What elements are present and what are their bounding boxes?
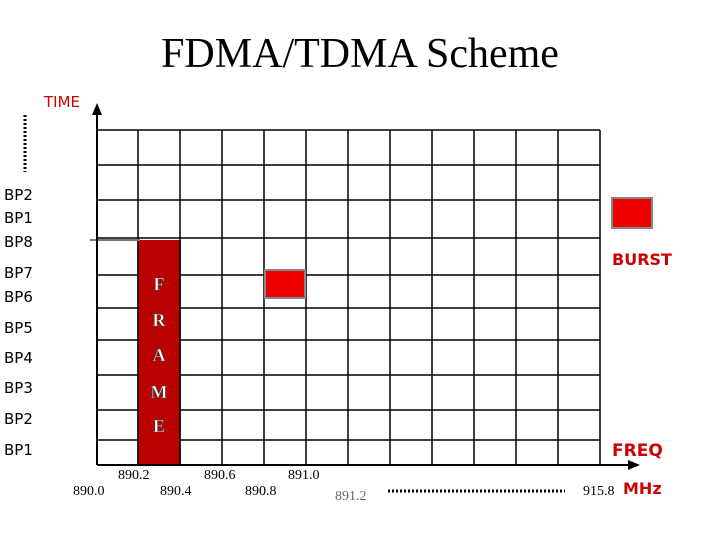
bp-label: BP6 — [4, 288, 33, 306]
bp-label: BP3 — [4, 379, 33, 397]
time-axis-label: TIME — [44, 93, 81, 111]
frame-letter: E — [153, 416, 165, 436]
freq-end-label: 915.8 — [583, 484, 615, 499]
freq-tick-label: 890.0 — [73, 484, 105, 499]
bp-label: BP4 — [4, 349, 33, 367]
freq-axis-arrow — [628, 460, 640, 470]
freq-tick-label: 890.2 — [118, 468, 150, 483]
unit-label: MHz — [623, 479, 662, 498]
frame-letter: F — [154, 274, 165, 294]
bp-label: BP5 — [4, 319, 33, 337]
frame-letter: R — [153, 310, 167, 330]
bp-label: BP1 — [4, 209, 33, 227]
bp-label: BP1 — [4, 441, 33, 459]
freq-tick-label: 890.4 — [160, 484, 192, 499]
burst-label: BURST — [612, 250, 672, 269]
frame-letter: M — [151, 382, 168, 402]
freq-tick-label: 890.6 — [204, 468, 236, 483]
bp-label: BP7 — [4, 264, 33, 282]
page-title: FDMA/TDMA Scheme — [161, 31, 559, 77]
frame-column — [138, 240, 180, 465]
freq-tick-label: 891.0 — [288, 468, 320, 483]
bp-label: BP8 — [4, 233, 33, 251]
burst-legend-swatch — [611, 197, 653, 229]
freq-tick-label: 890.8 — [245, 484, 277, 499]
freq-axis-label: FREQ — [612, 441, 663, 461]
bp-label: BP2 — [4, 186, 33, 204]
freq-tick-label: 891.2 — [335, 489, 367, 504]
time-axis-arrow — [92, 103, 102, 115]
bp-label: BP2 — [4, 410, 33, 428]
frequency-grid — [137, 130, 601, 465]
frame-letter: A — [153, 345, 166, 365]
burst-slot — [264, 269, 306, 299]
